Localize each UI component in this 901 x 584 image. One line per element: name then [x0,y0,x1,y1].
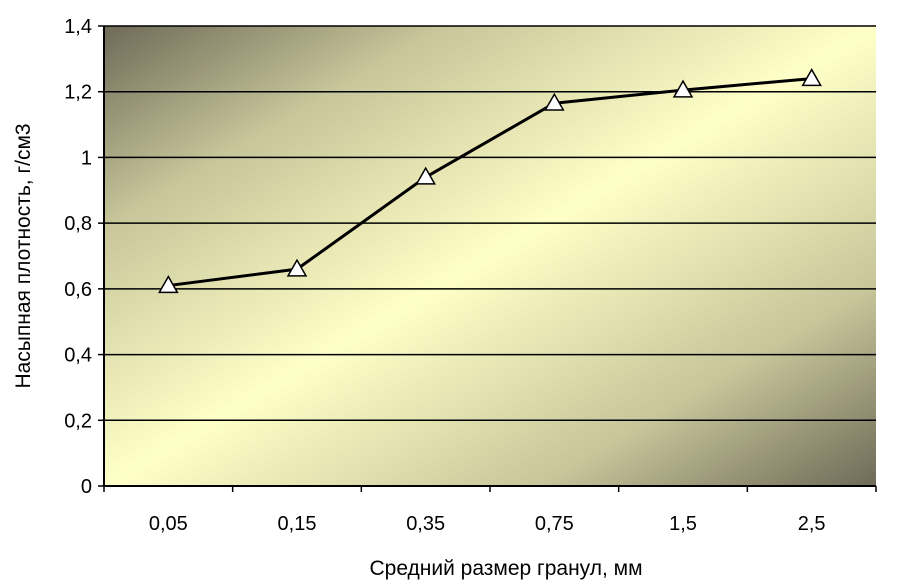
y-tick-label: 1 [81,147,92,169]
y-tick-label: 1,4 [64,16,92,38]
x-tick-label: 0,15 [278,513,317,535]
x-axis-title: Средний размер гранул, мм [369,557,642,580]
x-tick-label: 0,75 [535,513,574,535]
data-point-marker [801,68,822,87]
x-tick-label: 1,5 [669,513,697,535]
data-point-marker [158,275,179,294]
y-tick-label: 1,2 [64,82,92,104]
y-tick-label: 0 [81,476,92,498]
data-point-marker [286,258,308,277]
data-markers [158,68,822,294]
x-tick-label: 0,35 [406,513,445,535]
y-tick-label: 0,6 [64,279,92,301]
y-tick-label: 0,4 [64,345,92,367]
x-tick-label: 2,5 [798,513,826,535]
data-point-marker [544,92,565,111]
data-point-marker [672,79,694,98]
y-tick-label: 0,2 [64,410,92,432]
data-point-marker [415,166,436,185]
y-tick-label: 0,8 [64,213,92,235]
y-axis-title: Насыпная плотность, г/см3 [12,123,35,388]
plot-area [104,26,876,486]
series-line [168,77,812,288]
x-tick-label: 0,05 [149,513,188,535]
grid-lines [104,25,876,422]
y-axis-ticks: 0 0,2 0,4 0,6 0,8 1 1,2 1,4 [64,16,104,498]
x-axis-ticks: 0,05 0,15 0,35 0,75 1,5 2,5 [103,486,877,535]
